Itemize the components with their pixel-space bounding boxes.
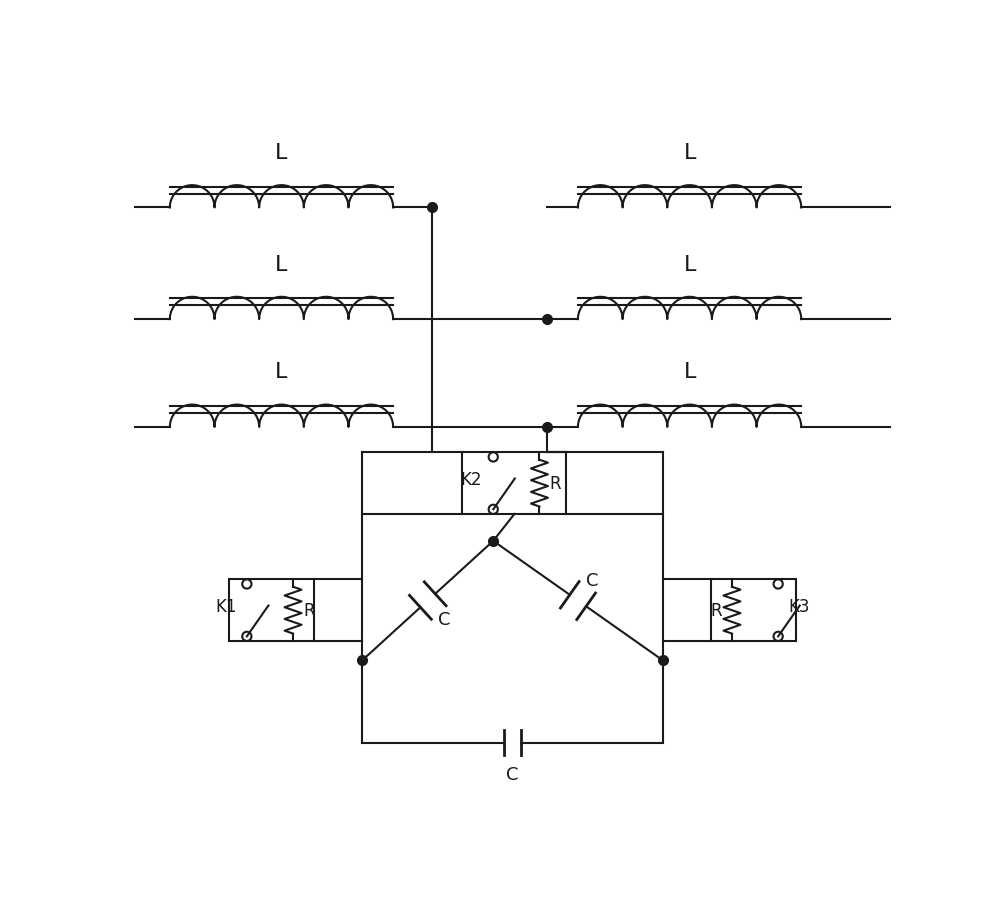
Bar [711,580,796,641]
Text: C: C [438,610,451,628]
Text: K1: K1 [215,598,237,616]
Text: L: L [275,362,288,382]
Text: L: L [683,143,696,163]
Text: R: R [710,602,722,620]
Text: C: C [586,572,598,590]
Text: C: C [506,765,519,783]
Text: K2: K2 [460,471,482,489]
Text: R: R [303,602,315,620]
Bar [229,580,314,641]
Bar [462,453,566,514]
Text: R: R [549,474,561,492]
Text: L: L [683,362,696,382]
Text: L: L [683,254,696,274]
Text: K3: K3 [788,598,810,616]
Text: L: L [275,143,288,163]
Text: L: L [275,254,288,274]
